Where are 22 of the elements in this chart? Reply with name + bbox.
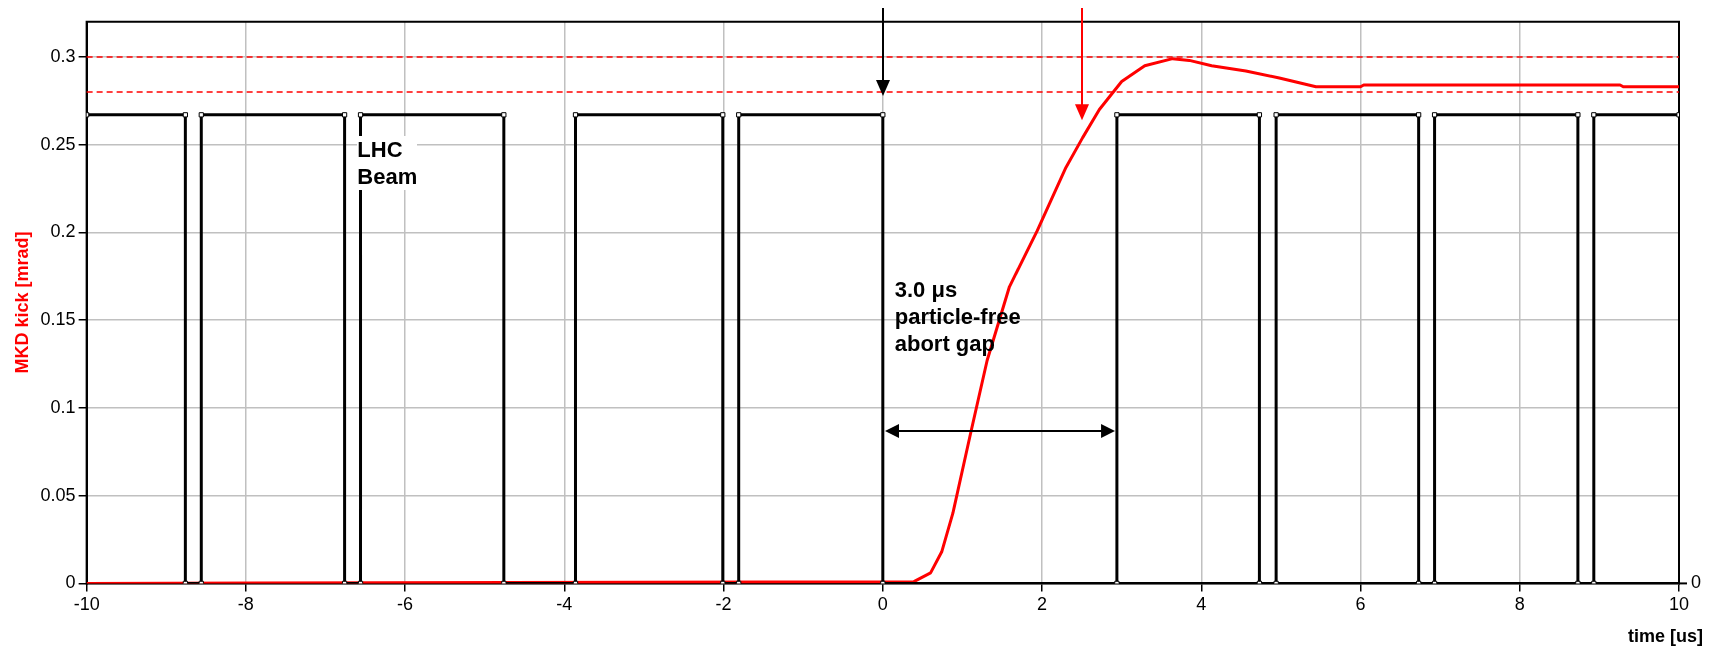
y-axis-title: MKD kick [mrad]: [11, 231, 32, 374]
y-tick-label: 0.25: [40, 133, 76, 154]
x-axis-title: time [us]: [1627, 626, 1703, 647]
x-tick-label: -8: [237, 594, 254, 615]
text: 0: [1691, 572, 1702, 594]
x-tick-label: -6: [397, 594, 414, 615]
x-tick-label: 2: [1037, 594, 1048, 615]
y-tick-label: 0.2: [50, 221, 76, 242]
x-tick-label: 6: [1355, 594, 1366, 615]
x-tick-label: -4: [556, 594, 573, 615]
x-tick-label: 10: [1668, 594, 1690, 615]
x-tick-label: -2: [715, 594, 732, 615]
x-tick-label: 4: [1196, 594, 1207, 615]
y-tick-label: 0.3: [50, 45, 76, 66]
annotation: LHC Beam: [357, 135, 418, 190]
x-tick-label: 0: [877, 594, 888, 615]
x-tick-label: 8: [1514, 594, 1525, 615]
y-tick-label: 0.1: [50, 396, 76, 417]
y-tick-label: 0: [65, 572, 76, 593]
y-tick-label: 0.15: [40, 309, 76, 330]
x-tick-label: -10: [73, 594, 100, 615]
y-tick-label: 0.05: [40, 484, 76, 505]
